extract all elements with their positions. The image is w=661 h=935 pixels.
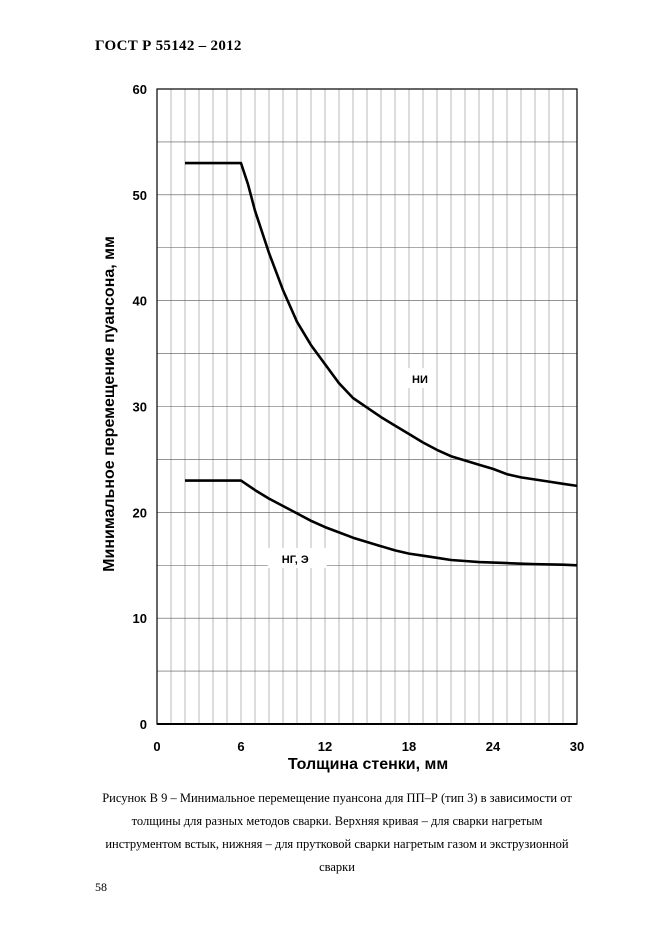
plot-frame (156, 88, 578, 725)
x-tick-label: 0 (153, 739, 160, 754)
annotation-background (267, 548, 327, 569)
x-tick-label: 6 (237, 739, 244, 754)
annotation-label-1: НИ (412, 374, 428, 386)
y-tick-label: 10 (133, 611, 147, 626)
series-line-1 (185, 161, 578, 488)
x-tick-label: 12 (318, 739, 332, 754)
y-tick-label: 50 (133, 188, 147, 203)
tick-labels: 0 10 20 30 40 50 60 0 6 12 18 24 30 (133, 82, 585, 754)
annotations: НИ НГ, Э (267, 368, 430, 569)
x-tick-label: 30 (570, 739, 584, 754)
document-header: ГОСТ Р 55142 – 2012 (95, 38, 242, 54)
y-tick-label: 40 (133, 294, 147, 309)
y-axis-label: Минимальное перемещение пуансона, мм (101, 236, 118, 572)
y-tick-label: 20 (133, 505, 147, 520)
y-tick-label: 0 (140, 717, 147, 732)
annotation-background (398, 368, 430, 389)
figure-caption: Рисунок В 9 – Минимальное перемещение пу… (102, 791, 572, 874)
grid-lines (157, 89, 577, 725)
x-axis-label: Толщина стенки, мм (287, 756, 449, 773)
y-tick-label: 60 (133, 82, 147, 97)
series-group (185, 161, 578, 567)
x-tick-label: 18 (402, 739, 416, 754)
annotation-label-2: НГ, Э (282, 554, 309, 566)
page-number: 58 (95, 880, 107, 894)
series-line-2 (185, 479, 578, 567)
y-tick-label: 30 (133, 400, 147, 415)
chart-area: 0 10 20 30 40 50 60 0 6 12 18 24 30 НИ НГ, Э Минималь… (101, 82, 585, 773)
line-chart: 0 10 20 30 40 50 60 0 6 12 18 24 30 НИ НГ, Э (133, 82, 585, 754)
x-tick-label: 24 (486, 739, 501, 754)
